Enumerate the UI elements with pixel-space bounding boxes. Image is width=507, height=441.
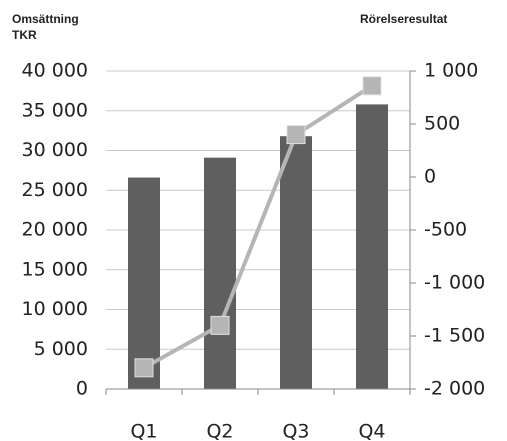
marker bbox=[286, 125, 306, 145]
y-tick-label: 20 000 bbox=[22, 219, 88, 241]
y2-tick-label: -1 500 bbox=[424, 325, 485, 347]
y2-tick-label: 0 bbox=[424, 166, 436, 188]
x-tick-label: Q3 bbox=[282, 421, 309, 441]
marker bbox=[362, 76, 382, 96]
y-axis-title: TKR bbox=[12, 28, 37, 42]
y-tick-label: 0 bbox=[76, 378, 88, 400]
y-tick-label: 25 000 bbox=[22, 179, 88, 201]
bar bbox=[356, 104, 388, 389]
y-axis-title: Omsättning bbox=[12, 12, 79, 26]
y2-tick-label: -500 bbox=[424, 219, 467, 241]
x-tick-label: Q4 bbox=[358, 421, 385, 441]
y-tick-label: 40 000 bbox=[22, 60, 88, 82]
y2-axis-title: Rörelseresultat bbox=[360, 12, 447, 26]
bar bbox=[128, 177, 160, 389]
x-tick-label: Q1 bbox=[130, 421, 157, 441]
y2-tick-label: 500 bbox=[424, 113, 460, 135]
y-tick-label: 10 000 bbox=[22, 298, 88, 320]
y2-tick-label: -1 000 bbox=[424, 272, 485, 294]
y-tick-label: 5 000 bbox=[34, 338, 88, 360]
bar bbox=[280, 136, 312, 389]
y-tick-label: 35 000 bbox=[22, 99, 88, 121]
bar bbox=[204, 157, 236, 389]
y-tick-label: 15 000 bbox=[22, 258, 88, 280]
y2-tick-label: 1 000 bbox=[424, 60, 478, 82]
marker bbox=[210, 315, 230, 335]
line bbox=[143, 84, 374, 370]
y2-tick-label: -2 000 bbox=[424, 378, 485, 400]
marker bbox=[134, 358, 154, 378]
x-tick-label: Q2 bbox=[206, 421, 233, 441]
y-tick-label: 30 000 bbox=[22, 139, 88, 161]
